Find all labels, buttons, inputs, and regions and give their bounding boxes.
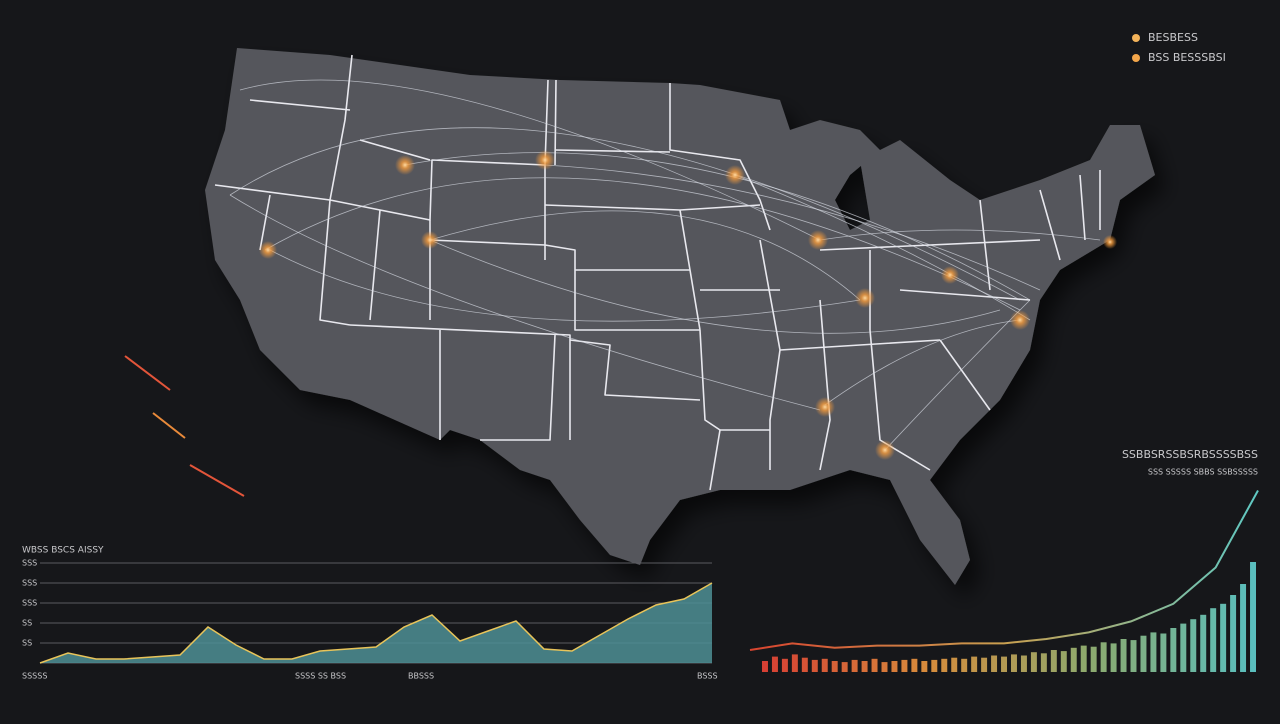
- bar: [951, 657, 958, 672]
- bar: [1060, 651, 1067, 672]
- bar: [921, 661, 928, 672]
- side-strokes: [124, 355, 245, 497]
- bar: [1180, 623, 1187, 672]
- bar: [1160, 633, 1167, 672]
- bar: [981, 657, 988, 672]
- map-landmass: [205, 48, 1155, 585]
- bar: [811, 659, 818, 672]
- bar: [1110, 643, 1117, 672]
- y-tick-label: SSS: [22, 559, 37, 568]
- bar: [941, 658, 948, 672]
- bar: [1150, 632, 1157, 672]
- bar: [851, 659, 858, 672]
- bar: [1010, 654, 1017, 672]
- bar: [1210, 608, 1217, 672]
- bar: [1040, 653, 1047, 672]
- x-label: SSSSS: [22, 672, 47, 681]
- y-tick-label: SS: [22, 639, 32, 648]
- y-tick-label: SS: [22, 619, 32, 628]
- bar: [861, 661, 868, 672]
- bar: [991, 655, 998, 672]
- flight-arcs: [229, 79, 1101, 451]
- bar: [1140, 635, 1147, 672]
- bar: [841, 662, 848, 672]
- x-label: BSSS: [697, 672, 718, 681]
- bar: [791, 654, 798, 672]
- bar: [761, 661, 768, 672]
- bar: [881, 662, 888, 672]
- bar: [1220, 603, 1227, 672]
- area: [40, 583, 712, 663]
- bar: [1080, 645, 1087, 672]
- bar: [931, 659, 938, 672]
- bar: [771, 656, 778, 672]
- bar: [821, 658, 828, 672]
- bar: [1200, 614, 1207, 672]
- bar: [1030, 652, 1037, 672]
- bar: [971, 656, 978, 672]
- bar-chart: SSBBSRSSBSRBSSSSBSS SSS SSSSS SBBS SSBSSS…: [749, 448, 1259, 672]
- bar: [781, 658, 788, 672]
- us-map: [205, 48, 1155, 585]
- bar: [1100, 642, 1107, 672]
- bar: [1001, 656, 1008, 672]
- chart-subtitle: SSS SSSSS SBBS SSBSSSSS: [1148, 468, 1258, 477]
- chart-title: WBSS BSCS AISSY: [22, 546, 104, 556]
- x-label: BBSSS: [408, 672, 434, 681]
- bar: [911, 658, 918, 672]
- legend-dot: [1132, 54, 1140, 62]
- y-tick-label: SSS: [22, 579, 37, 588]
- bar: [1120, 639, 1127, 672]
- bar: [1130, 640, 1137, 672]
- bar: [801, 657, 808, 672]
- legend-label: BESBESS: [1148, 31, 1198, 44]
- x-label: SSSS SS BSS: [295, 672, 346, 681]
- bar: [1090, 646, 1097, 672]
- bar: [1020, 655, 1027, 672]
- bar: [1170, 628, 1177, 672]
- area-line: [39, 582, 713, 664]
- bar: [831, 661, 838, 672]
- legend: BESBESS BSS BESSSBSI: [1132, 31, 1226, 64]
- bar: [901, 659, 908, 672]
- bar: [1230, 595, 1237, 672]
- bar: [871, 658, 878, 672]
- y-tick-label: SSS: [22, 599, 37, 608]
- city-hubs: [259, 150, 1117, 460]
- chart-title: SSBBSRSSBSRBSSSSBSS: [1122, 448, 1258, 461]
- bar: [1190, 619, 1197, 672]
- bar: [1070, 647, 1077, 672]
- trend-line: [749, 490, 1259, 651]
- legend-dot: [1132, 34, 1140, 42]
- bar: [1250, 562, 1257, 672]
- bar: [1050, 650, 1057, 672]
- legend-label: BSS BESSSBSI: [1148, 51, 1226, 64]
- bar: [891, 661, 898, 672]
- bar: [961, 658, 968, 672]
- bar: [1240, 584, 1247, 672]
